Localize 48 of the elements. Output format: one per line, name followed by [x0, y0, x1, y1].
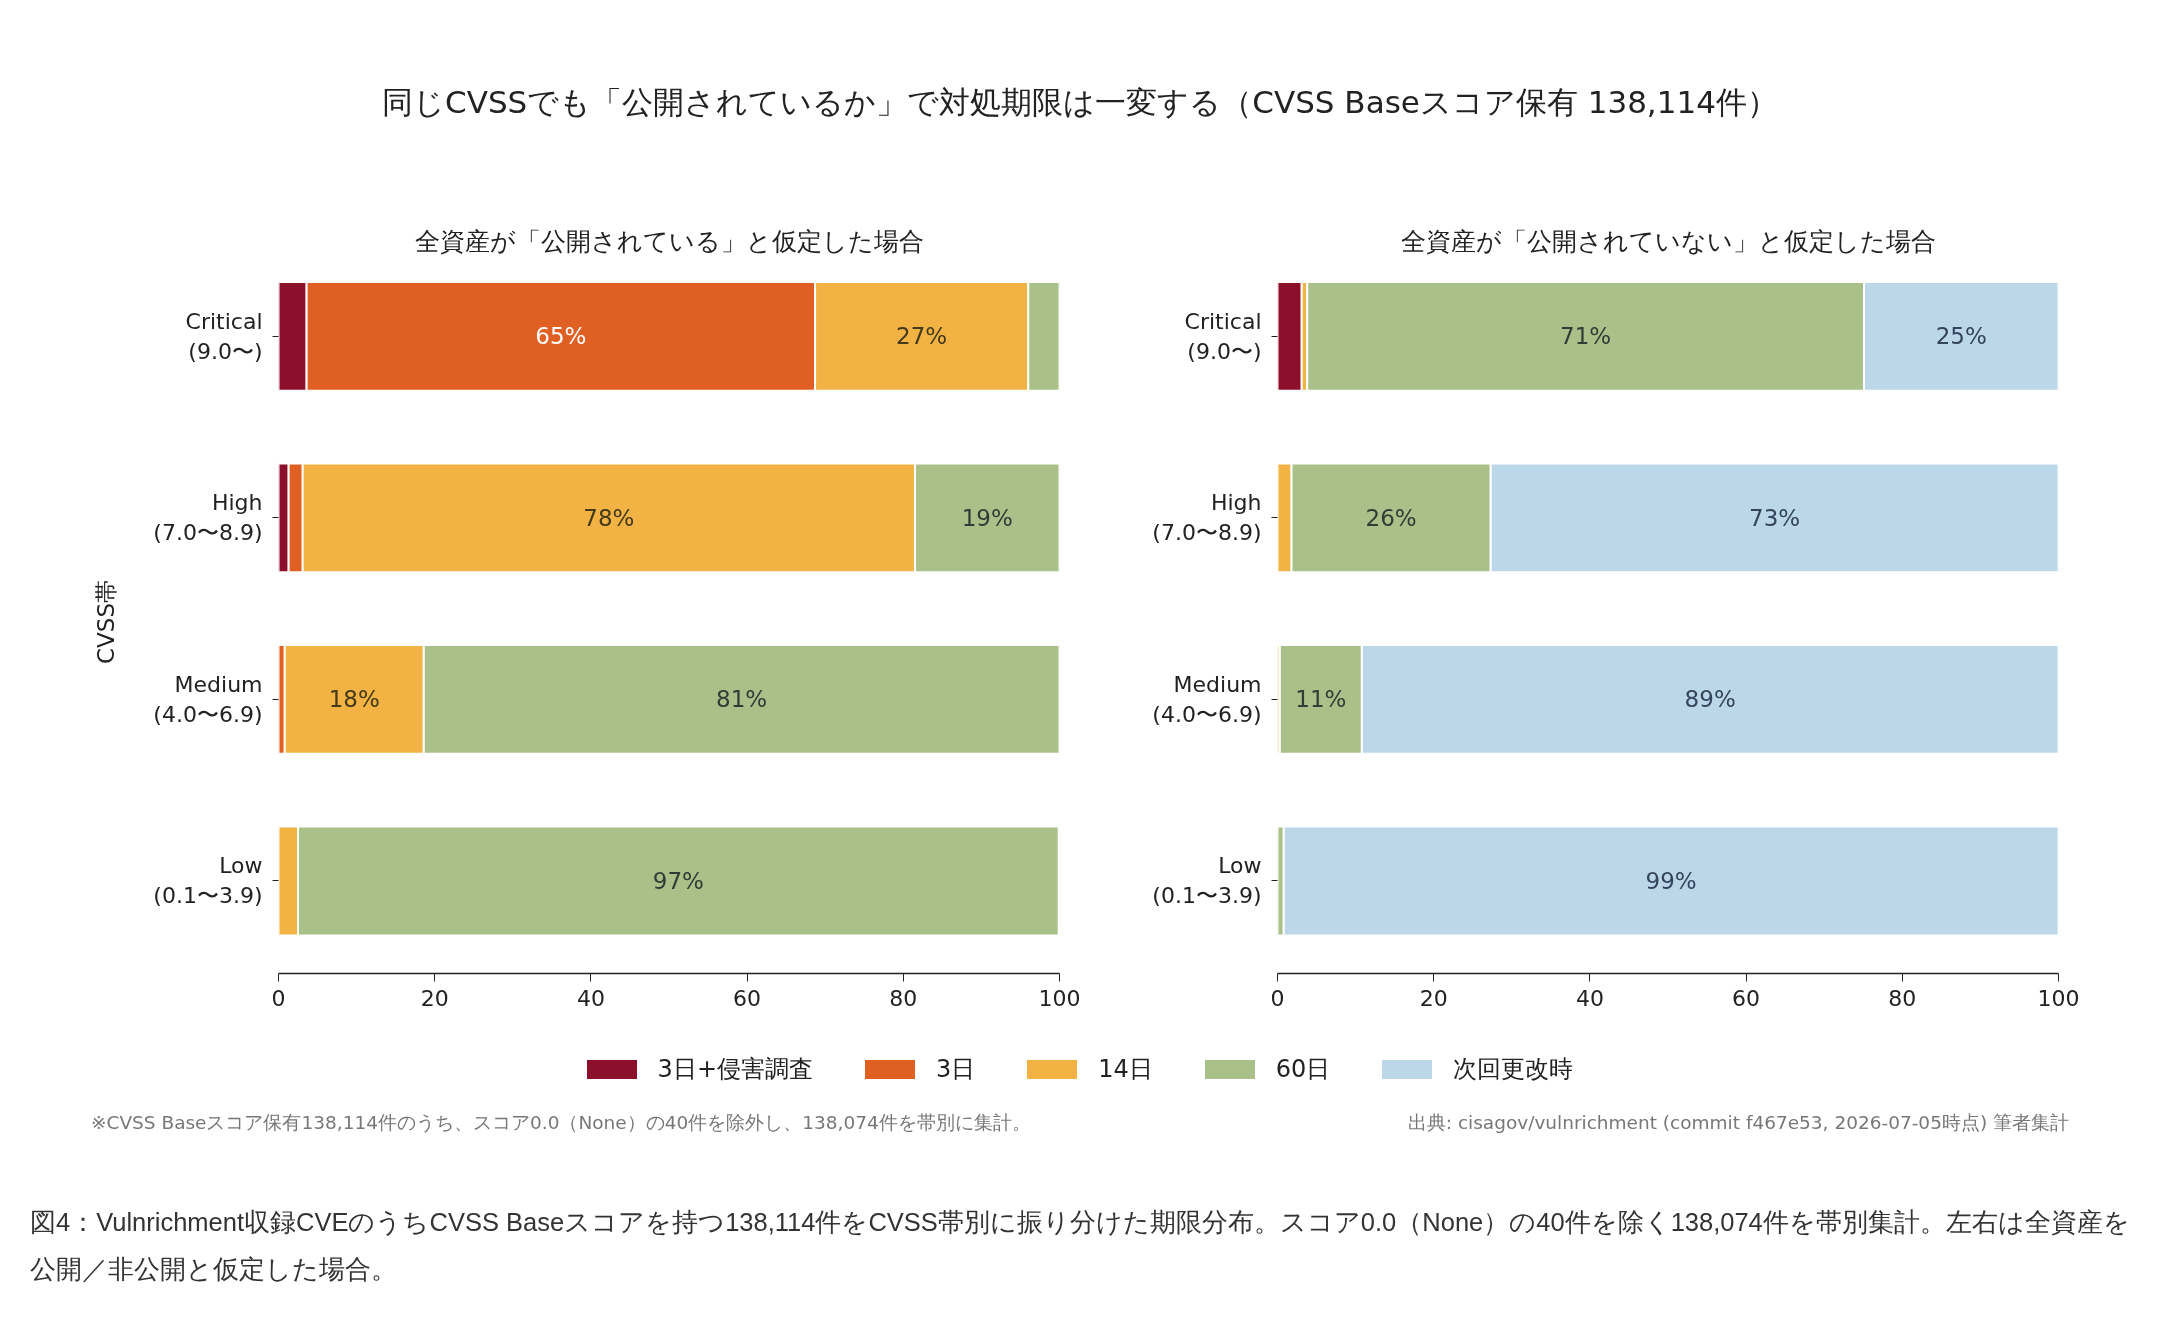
data-label: 65%	[535, 323, 587, 350]
x-tick-label: 100	[1038, 985, 1081, 1011]
bar	[1277, 280, 1303, 392]
data-label: 11%	[1295, 686, 1347, 713]
data-label: 89%	[1684, 686, 1736, 713]
x-tick-label: 60	[733, 985, 762, 1011]
y-tick-label: High (7.0〜8.9)	[153, 490, 263, 546]
chart-subtitle: 全資産が「公開されていない」と仮定した場合	[1400, 226, 1936, 256]
data-label: 26%	[1365, 504, 1417, 531]
legend-label: 3日	[936, 1054, 976, 1084]
bar	[1282, 825, 2059, 937]
data-label: 73%	[1749, 504, 1801, 531]
x-tick-label: 20	[1419, 985, 1448, 1011]
y-tick-label: Low (0.1〜3.9)	[153, 853, 263, 909]
x-tick-label: 60	[1732, 985, 1761, 1011]
y-tick-label: Medium (4.0〜6.9)	[1152, 671, 1262, 727]
data-label: 27%	[896, 323, 948, 350]
y-tick-label: High (7.0〜8.9)	[1152, 490, 1262, 546]
legend-label: 3日+侵害調査	[657, 1054, 813, 1084]
data-label: 18%	[328, 686, 380, 713]
data-label: 99%	[1645, 867, 1697, 894]
data-label: 19%	[961, 504, 1013, 531]
x-tick-label: 0	[1270, 985, 1285, 1011]
text: ※CVSS Baseスコア保有138,114件のうち、スコア0.0（None）の40件を除外し、138,074件を帯別に集計。	[90, 1111, 1032, 1135]
caption: 図4：Vulnrichment収録CVEのうちCVSS Baseスコアを持つ138,114件をCVSS帯別に振り分けた期限分布。スコア0.0（None）の40件を除く138,074件を帯別集計。左右は全資産を公開／非公開と仮定した場合。	[29, 1207, 2131, 1285]
chart-subtitle: 全資産が「公開されている」と仮定した場合	[414, 226, 924, 256]
source-note: 出典: cisagov/vulnrichment (commit f467e53, 2026-07-05時点) 筆者集計	[1406, 1111, 2070, 1135]
chart-title: 同じCVSSでも「公開されているか」で対処期限は一変する（CVSS Baseスコア保有 138,114件）	[381, 83, 1779, 122]
y-axis-title: CVSS帯	[93, 580, 120, 664]
x-tick-label: 100	[2037, 985, 2080, 1011]
x-tick-label: 40	[576, 985, 605, 1011]
data-label: 78%	[583, 504, 635, 531]
data-label: 81%	[716, 686, 768, 713]
x-tick-label: 80	[889, 985, 918, 1011]
data-label: 71%	[1560, 323, 1612, 350]
x-tick-label: 0	[271, 985, 286, 1011]
y-tick-label: Critical (9.0〜)	[185, 308, 263, 364]
legend-label: 60日	[1275, 1054, 1331, 1084]
y-tick-label: Medium (4.0〜6.9)	[153, 671, 263, 727]
y-tick-label: Low (0.1〜3.9)	[1152, 853, 1262, 909]
x-tick-label: 80	[1888, 985, 1917, 1011]
data-label: 97%	[652, 867, 704, 894]
x-tick-label: 40	[1575, 985, 1604, 1011]
x-tick-label: 20	[420, 985, 449, 1011]
data-label: 25%	[1935, 323, 1987, 350]
legend-label: 次回更改時	[1453, 1054, 1574, 1084]
y-tick-label: Critical (9.0〜)	[1184, 308, 1262, 364]
legend-label: 14日	[1098, 1054, 1153, 1084]
